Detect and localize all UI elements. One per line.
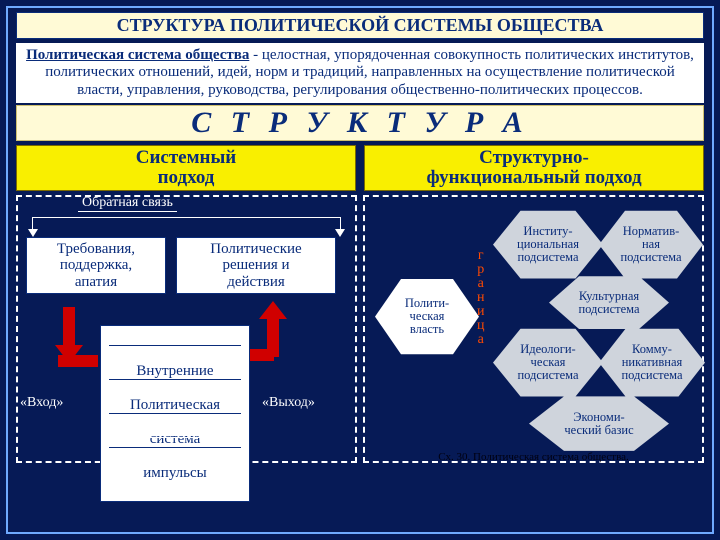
hex-mid-right-text: Культурная подсистема — [578, 290, 639, 316]
structure-label-box: С Т Р У К Т У Р А — [16, 105, 704, 141]
hex-bottom-text: Экономи- ческий базис — [564, 411, 633, 437]
box-decisions-text: Политические решения и действия — [181, 241, 331, 291]
left-diagram: Обратная связь Требования, поддержка, ап… — [16, 195, 357, 463]
hex-top-left-text: Институ- циональная подсистема — [517, 225, 579, 264]
hex-center-text: Полити- ческая власть — [405, 297, 449, 336]
hex-bot-left-text: Идеологи- ческая подсистема — [517, 343, 578, 382]
approach-right: Структурно- функциональный подход — [364, 145, 704, 191]
approach-left: Системный подход — [16, 145, 356, 191]
hex-bot-left: Идеологи- ческая подсистема — [493, 327, 603, 399]
hex-top-right-text: Норматив- ная подсистема — [620, 225, 681, 264]
hex-bottom: Экономи- ческий базис — [529, 395, 669, 453]
approach-row: Системный подход Структурно- функциональ… — [16, 145, 704, 191]
structure-label: С Т Р У К Т У Р А — [191, 106, 528, 139]
granica-text: г р а н и ц а — [477, 248, 485, 347]
hex-mid-right: Культурная подсистема — [549, 275, 669, 331]
feedback-text: Обратная связь — [78, 195, 177, 212]
definition-lead: Политическая система общества — [26, 47, 249, 63]
title-text: СТРУКТУРА ПОЛИТИЧЕСКОЙ СИСТЕМЫ ОБЩЕСТВА — [117, 15, 604, 35]
lower-row: Обратная связь Требования, поддержка, ап… — [16, 195, 704, 463]
caption: Сх. 30. Политическая система общества. — [365, 451, 702, 463]
hex-bot-right: Комму- никативная подсистема — [599, 327, 705, 399]
box-decisions: Политические решения и действия — [176, 237, 336, 295]
title-bar: СТРУКТУРА ПОЛИТИЧЕСКОЙ СИСТЕМЫ ОБЩЕСТВА — [16, 12, 704, 39]
hex-top-left: Институ- циональная подсистема — [493, 209, 603, 281]
hex-bot-right-text: Комму- никативная подсистема — [621, 343, 682, 382]
feedback-arrowhead-right — [335, 229, 345, 237]
approach-left-text: Системный подход — [21, 148, 351, 188]
slide-frame: СТРУКТУРА ПОЛИТИЧЕСКОЙ СИСТЕМЫ ОБЩЕСТВА … — [6, 6, 714, 534]
hex-grid: Полити- ческая власть г р а н и ц а Инст… — [371, 203, 696, 455]
right-diagram: Полити- ческая власть г р а н и ц а Инст… — [363, 195, 704, 463]
input-label: «Вход» — [20, 395, 63, 411]
feedback-label: Обратная связь — [78, 195, 177, 212]
hex-top-right: Норматив- ная подсистема — [599, 209, 703, 281]
output-label: «Выход» — [262, 395, 315, 411]
granica-label: г р а н и ц а — [477, 249, 485, 347]
environment-label: Внешняя среда — [118, 421, 220, 438]
feedback-arrowhead-left — [28, 229, 38, 237]
definition-box: Политическая система общества - целостна… — [16, 43, 704, 103]
box-demands-text: Требования, поддержка, апатия — [35, 241, 157, 291]
box-system-text: Внутренние Политическая система импульсы — [105, 329, 245, 498]
feedback-line — [32, 217, 341, 231]
approach-right-text: Структурно- функциональный подход — [369, 148, 699, 188]
box-demands: Требования, поддержка, апатия — [26, 237, 166, 295]
hex-center: Полити- ческая власть — [375, 277, 479, 357]
arrow-horiz-left — [58, 355, 98, 367]
box-system: Внутренние Политическая система импульсы — [100, 325, 250, 502]
